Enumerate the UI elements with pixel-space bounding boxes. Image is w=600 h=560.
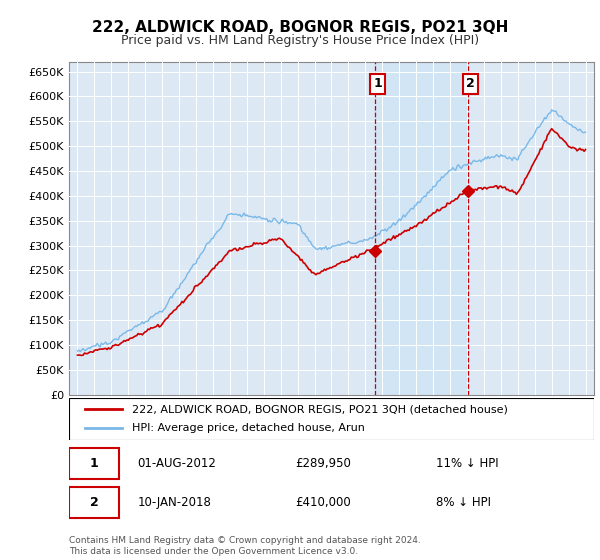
Text: 01-AUG-2012: 01-AUG-2012 xyxy=(137,457,216,470)
Text: 2: 2 xyxy=(466,77,475,91)
Text: 2: 2 xyxy=(90,496,98,509)
Text: HPI: Average price, detached house, Arun: HPI: Average price, detached house, Arun xyxy=(132,423,365,433)
Text: 222, ALDWICK ROAD, BOGNOR REGIS, PO21 3QH: 222, ALDWICK ROAD, BOGNOR REGIS, PO21 3Q… xyxy=(92,20,508,35)
Text: Contains HM Land Registry data © Crown copyright and database right 2024.
This d: Contains HM Land Registry data © Crown c… xyxy=(69,536,421,556)
Text: £289,950: £289,950 xyxy=(295,457,350,470)
Text: 1: 1 xyxy=(90,457,98,470)
Text: 10-JAN-2018: 10-JAN-2018 xyxy=(137,496,211,509)
Text: 1: 1 xyxy=(373,77,382,91)
Text: 222, ALDWICK ROAD, BOGNOR REGIS, PO21 3QH (detached house): 222, ALDWICK ROAD, BOGNOR REGIS, PO21 3Q… xyxy=(132,404,508,414)
Text: 8% ↓ HPI: 8% ↓ HPI xyxy=(437,496,491,509)
FancyBboxPatch shape xyxy=(69,487,119,518)
FancyBboxPatch shape xyxy=(69,398,594,440)
Text: £410,000: £410,000 xyxy=(295,496,350,509)
FancyBboxPatch shape xyxy=(69,448,119,479)
Bar xyxy=(375,62,467,395)
Text: 11% ↓ HPI: 11% ↓ HPI xyxy=(437,457,499,470)
Text: Price paid vs. HM Land Registry's House Price Index (HPI): Price paid vs. HM Land Registry's House … xyxy=(121,34,479,46)
